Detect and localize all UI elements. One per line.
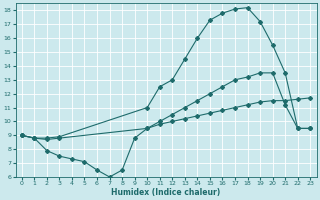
X-axis label: Humidex (Indice chaleur): Humidex (Indice chaleur) xyxy=(111,188,221,197)
